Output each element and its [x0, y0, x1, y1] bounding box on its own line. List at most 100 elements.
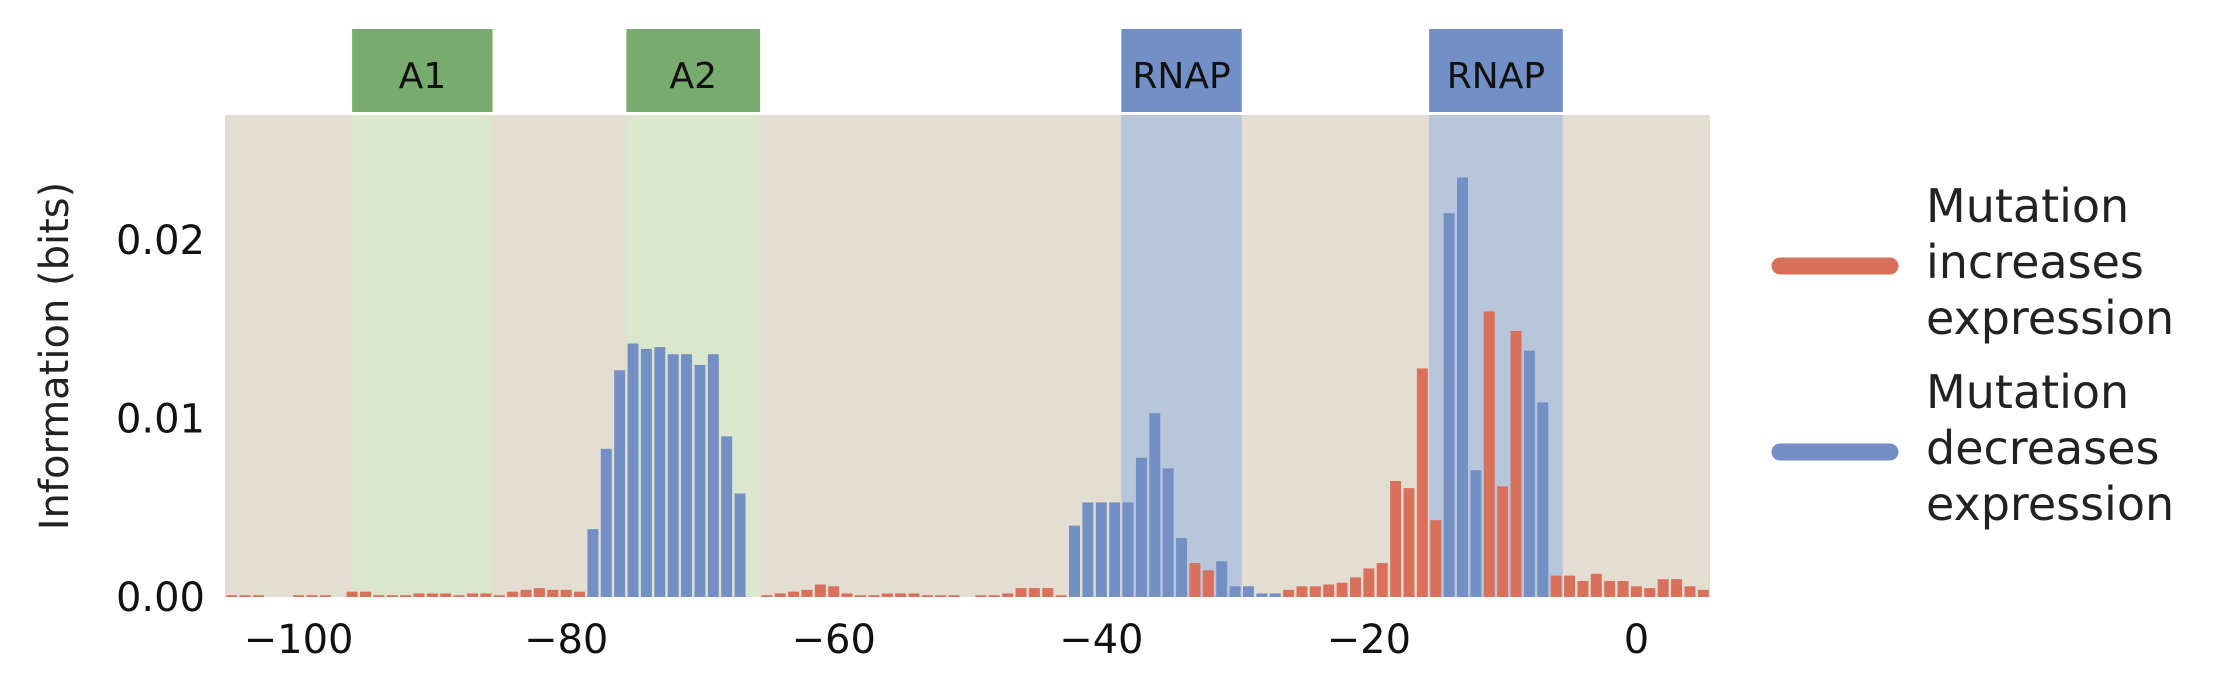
bar — [801, 589, 813, 597]
bar — [1015, 588, 1027, 597]
bar — [1483, 311, 1495, 597]
bar — [1349, 577, 1361, 597]
bar — [1109, 502, 1121, 597]
bar — [520, 589, 532, 597]
bar — [707, 354, 719, 597]
bar — [1697, 589, 1709, 597]
bar — [681, 354, 693, 597]
bar — [1028, 588, 1040, 597]
bar — [1564, 575, 1576, 597]
bar — [1376, 563, 1388, 597]
bar — [1550, 575, 1562, 597]
region-label-a1: A1 — [399, 56, 447, 97]
y-tick-label: 0.01 — [116, 396, 205, 442]
y-axis-label: Information (bits) — [32, 182, 78, 531]
bar — [1309, 586, 1321, 597]
bar — [1430, 520, 1442, 597]
bar — [413, 593, 425, 597]
bar — [453, 595, 465, 597]
bar — [854, 595, 866, 597]
bar — [1523, 350, 1535, 597]
bar — [1069, 525, 1081, 597]
region-header-a2 — [626, 29, 761, 112]
bar — [560, 589, 572, 597]
bar — [1336, 582, 1348, 597]
information-bars — [226, 177, 1709, 597]
bar — [373, 595, 385, 597]
bar — [1617, 580, 1629, 597]
y-tick-label: 0.00 — [116, 575, 205, 621]
bar — [868, 595, 880, 597]
x-tick-label: −60 — [792, 617, 876, 663]
bar — [1202, 570, 1214, 597]
bar — [1135, 457, 1147, 597]
bar — [1416, 368, 1428, 597]
bar — [1510, 331, 1522, 597]
bar — [1671, 579, 1683, 597]
region-label-rnap: RNAP — [1447, 56, 1545, 97]
bar — [988, 595, 1000, 597]
bar — [1176, 538, 1188, 597]
legend-label: Mutation — [1926, 179, 2129, 233]
y-axis-ticks: 0.00 0.01 0.02 — [116, 218, 205, 621]
region-header-rnap — [1121, 29, 1242, 112]
legend: MutationincreasesexpressionMutationdecre… — [1771, 179, 2174, 531]
bar — [1577, 580, 1589, 597]
bar — [600, 448, 612, 597]
bar — [1216, 561, 1228, 597]
bar — [1497, 486, 1509, 597]
bar — [1390, 480, 1402, 597]
bar — [881, 593, 893, 597]
x-tick-label: −80 — [524, 617, 608, 663]
bar — [1470, 470, 1482, 597]
bar — [1537, 402, 1549, 597]
bar — [346, 591, 358, 597]
bar — [1457, 177, 1468, 597]
bar — [948, 595, 960, 597]
region-label-rnap: RNAP — [1132, 56, 1230, 97]
legend-label: Mutation — [1926, 365, 2129, 419]
bar — [493, 595, 505, 597]
y-tick-label: 0.02 — [116, 218, 205, 264]
legend-label: expression — [1926, 291, 2174, 345]
bar — [1443, 213, 1455, 597]
bar — [574, 591, 586, 597]
bar — [1269, 593, 1281, 597]
bar — [627, 343, 639, 597]
bar — [239, 595, 251, 597]
bar — [1604, 580, 1616, 597]
bar — [640, 348, 652, 597]
bar — [1082, 502, 1094, 597]
bar — [1590, 573, 1602, 597]
bar — [306, 595, 318, 597]
x-tick-label: −100 — [244, 617, 354, 663]
bar — [426, 593, 438, 597]
bar — [440, 593, 452, 597]
bar — [1122, 502, 1134, 597]
bar — [1042, 588, 1054, 597]
bar — [226, 595, 238, 597]
bar — [908, 593, 920, 597]
bar — [694, 364, 706, 597]
bar — [359, 591, 371, 597]
bar — [587, 529, 599, 597]
bar — [507, 591, 519, 597]
legend-label: decreases — [1926, 421, 2159, 475]
bar — [975, 595, 987, 597]
bar — [654, 347, 666, 597]
bar — [1403, 488, 1415, 597]
bar — [828, 586, 840, 597]
bar — [1296, 586, 1308, 597]
x-axis-ticks: −100 −80 −60 −40 −20 0 — [244, 617, 1650, 663]
region-header-rnap — [1429, 29, 1563, 112]
bar — [1323, 584, 1335, 597]
bar — [1256, 593, 1268, 597]
region-band-a1 — [352, 115, 493, 597]
x-tick-label: −40 — [1059, 617, 1143, 663]
bar — [547, 589, 559, 597]
bar — [734, 493, 746, 597]
bar — [788, 591, 800, 597]
bar — [1630, 586, 1642, 597]
bar — [386, 595, 398, 597]
